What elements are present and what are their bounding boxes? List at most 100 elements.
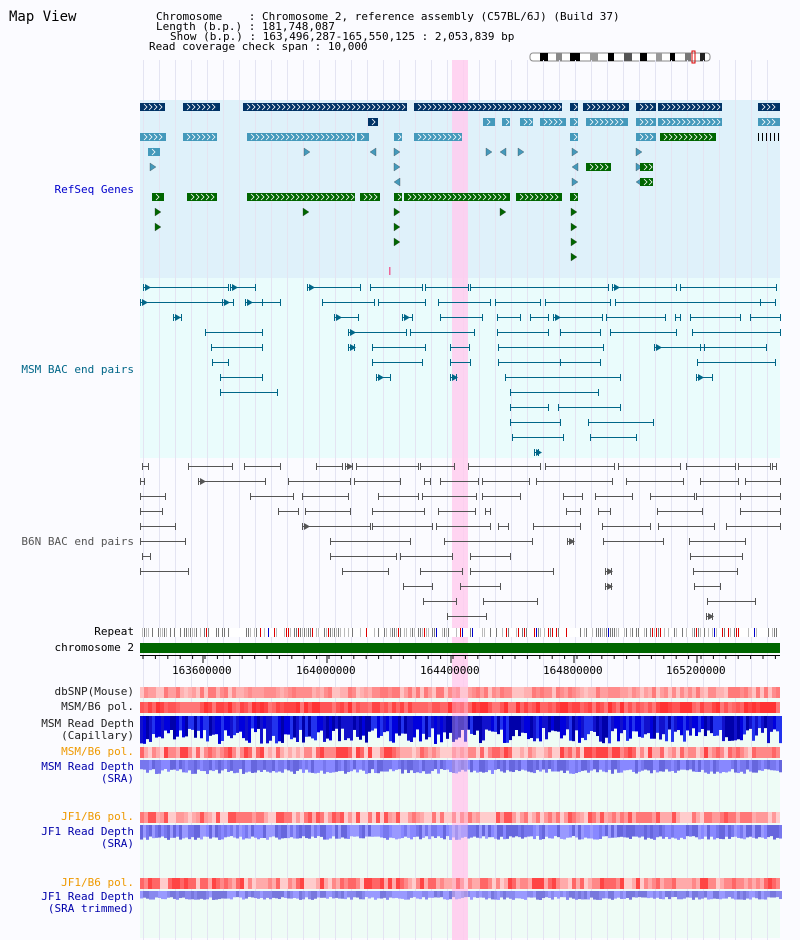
- jf1-pol-cell: [292, 812, 296, 823]
- jf1-pol-cell: [524, 812, 528, 823]
- msm-depth-cap-bar: [374, 716, 377, 729]
- msm-depth-cap-bar: [413, 716, 416, 738]
- gene-arrow-icon: [265, 133, 270, 141]
- msm-depth-sra-bar: [683, 760, 686, 770]
- repeat-mark: [406, 628, 407, 637]
- msm-depth-sra-bar: [374, 760, 377, 774]
- jf1-pol2-cell: [408, 878, 412, 889]
- gene-arrow-icon: [599, 163, 604, 171]
- msm-bac-track[interactable]: [140, 284, 781, 456]
- refseq-track[interactable]: [140, 103, 780, 275]
- msm-pol-cell: [144, 702, 148, 713]
- msm-depth-cap-bar: [668, 716, 671, 730]
- gene-arrow-icon: [528, 118, 533, 126]
- gene-arrow-icon: [477, 193, 482, 201]
- msm-pol-cell: [536, 702, 540, 713]
- jf1-pol2-cell: [676, 878, 680, 889]
- gene-arrow-icon: [210, 193, 215, 201]
- jf1-pol2-cell: [156, 878, 160, 889]
- gene-arrow-icon: [211, 103, 216, 111]
- msm-depth-sra-bar: [680, 760, 683, 770]
- msm-pol-cell: [324, 702, 328, 713]
- gene-feature-mid: [758, 118, 780, 126]
- msm-depth-sra-bar: [461, 760, 464, 770]
- msm-pol2-cell: [200, 747, 204, 758]
- msm-depth-cap-bar: [491, 716, 494, 732]
- b6n-bac-pair: [142, 463, 149, 470]
- jf1-trim-bar: [683, 891, 686, 899]
- msm-pol2-cell: [404, 747, 408, 758]
- b6n-bac-pair: [440, 478, 479, 485]
- jf1-pol2-cell: [396, 878, 400, 889]
- jf1-trim-bar: [776, 891, 779, 898]
- msm-depth-cap-bar: [392, 716, 395, 743]
- gene-arrow-icon: [275, 133, 280, 141]
- msm-pol-cell: [672, 702, 676, 713]
- gene-arrow-icon: [191, 103, 196, 111]
- msm-depth-cap-bar: [308, 716, 311, 737]
- jf1-depth-bar: [164, 825, 167, 839]
- jf1-pol2-cell: [444, 878, 448, 889]
- axis-tick-label: 163600000: [172, 664, 232, 677]
- gene-arrow-icon: [457, 133, 462, 141]
- b6n-bac-pair: [447, 613, 487, 620]
- msm-depth-cap-bar: [371, 716, 374, 731]
- msm-pol-cell: [196, 702, 200, 713]
- msm-depth-cap-bar: [230, 716, 233, 739]
- gene-arrow-icon: [381, 103, 386, 111]
- b6n-bac-pair: [305, 508, 351, 515]
- msm-pol-cell: [464, 702, 468, 713]
- msm-pol2-cell: [488, 747, 492, 758]
- msm-b6-pol-label: MSM/B6 pol.: [61, 700, 134, 713]
- msm-depth-cap-bar: [338, 716, 341, 742]
- gene-arrow-icon: [260, 133, 265, 141]
- depth-tracks: [140, 686, 782, 940]
- jf1-depth-bar: [725, 825, 728, 837]
- repeat-track[interactable]: [140, 628, 780, 637]
- jf1-pol-cell: [236, 812, 240, 823]
- msm-depth-cap-bar: [278, 716, 281, 742]
- jf1-pol-cell: [424, 812, 428, 823]
- msm-bac-pair: [495, 299, 541, 306]
- b6n-bac-pair: [142, 553, 151, 560]
- msm-depth-cap-bar: [386, 716, 389, 732]
- b6n-bac-track[interactable]: [140, 463, 781, 620]
- msm-bac-pair: [450, 374, 458, 381]
- msm-bac-pair: [680, 284, 777, 291]
- jf1-pol-cell: [200, 812, 204, 823]
- gene-arrow-icon: [639, 103, 644, 111]
- jf1-pol-cell: [288, 812, 292, 823]
- jf1-trim-bar: [257, 891, 260, 899]
- jf1-depth-bar: [692, 825, 695, 837]
- msm-pol2-cell: [728, 747, 732, 758]
- jf1-trim-bar: [614, 891, 617, 899]
- b6n-bac-pair: [690, 553, 743, 560]
- gene-arrow-icon: [447, 133, 452, 141]
- repeat-mark: [644, 628, 645, 637]
- gene-arrow-icon: [703, 133, 708, 141]
- gene-arrow-icon: [467, 103, 472, 111]
- gene-arrow-icon: [523, 118, 528, 126]
- page-title: Map View: [9, 9, 77, 25]
- jf1-depth-bar: [224, 825, 227, 838]
- msm-depth-cap-bar: [572, 716, 575, 742]
- jf1-trim-bar: [203, 891, 206, 900]
- b6n-bac-pair: [330, 538, 411, 545]
- msm-depth-sra-bar: [779, 760, 782, 773]
- msm-pol-cell: [392, 702, 396, 713]
- b6n-bac-pair: [378, 493, 419, 500]
- gene-arrow-icon: [368, 193, 373, 201]
- dbsnp-cell: [400, 687, 404, 698]
- msm-depth-cap-bar: [440, 716, 443, 743]
- jf1-pol2-cell: [776, 878, 780, 889]
- b6n-bac-pair: [726, 523, 781, 530]
- msm-pol2-cell: [192, 747, 196, 758]
- msm-depth-cap-bar: [707, 716, 710, 731]
- chromosome-ideogram[interactable]: [529, 50, 711, 64]
- gene-arrow-icon: [432, 133, 437, 141]
- jf1-pol2-cell: [516, 878, 520, 889]
- jf1-depth-bar: [455, 825, 458, 840]
- msm-depth-sra-bar: [656, 760, 659, 773]
- msm-pol-cell: [400, 702, 404, 713]
